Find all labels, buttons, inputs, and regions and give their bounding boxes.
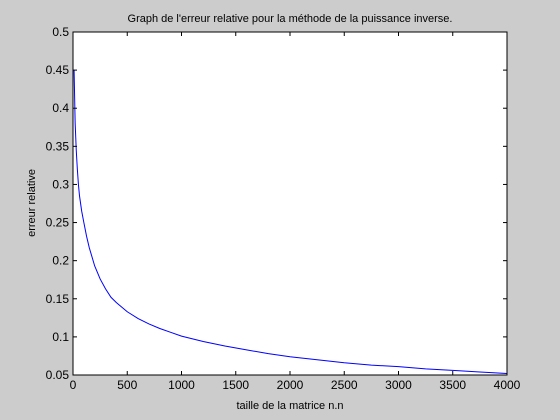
x-tick-label: 4000 [494, 378, 521, 392]
x-tick-label: 3000 [385, 378, 412, 392]
series-layer [73, 70, 508, 374]
y-axis-label: erreur relative [26, 169, 38, 237]
x-tick-label: 2500 [331, 378, 358, 392]
x-tick-label: 500 [117, 378, 137, 392]
x-tick-label: 0 [70, 378, 77, 392]
y-tick-label: 0.05 [46, 368, 70, 382]
x-tick-label: 3500 [439, 378, 466, 392]
plot-area [73, 32, 507, 375]
series-line-0 [73, 70, 508, 374]
chart-title: Graph de l'erreur relative pour la métho… [128, 13, 453, 25]
y-tick-label: 0.1 [52, 330, 69, 344]
x-tick-label: 1000 [168, 378, 195, 392]
y-tick-label: 0.5 [52, 25, 69, 39]
y-tick-label: 0.15 [46, 292, 70, 306]
y-tick-label: 0.2 [52, 254, 69, 268]
x-tick-label: 1500 [222, 378, 249, 392]
x-axis: 0 500 1000 1500 2000 2500 3000 3500 4000 [70, 32, 521, 392]
y-tick-label: 0.35 [46, 139, 70, 153]
x-tick-label: 2000 [277, 378, 304, 392]
x-axis-label: taille de la matrice n.n [237, 400, 344, 412]
y-tick-label: 0.3 [52, 177, 69, 191]
y-tick-label: 0.25 [46, 216, 70, 230]
y-axis: 0.05 0.1 0.15 0.2 0.25 0.3 0.35 0.4 0.45 0.5 [46, 25, 507, 382]
y-tick-label: 0.45 [46, 63, 70, 77]
y-tick-label: 0.4 [52, 101, 69, 115]
